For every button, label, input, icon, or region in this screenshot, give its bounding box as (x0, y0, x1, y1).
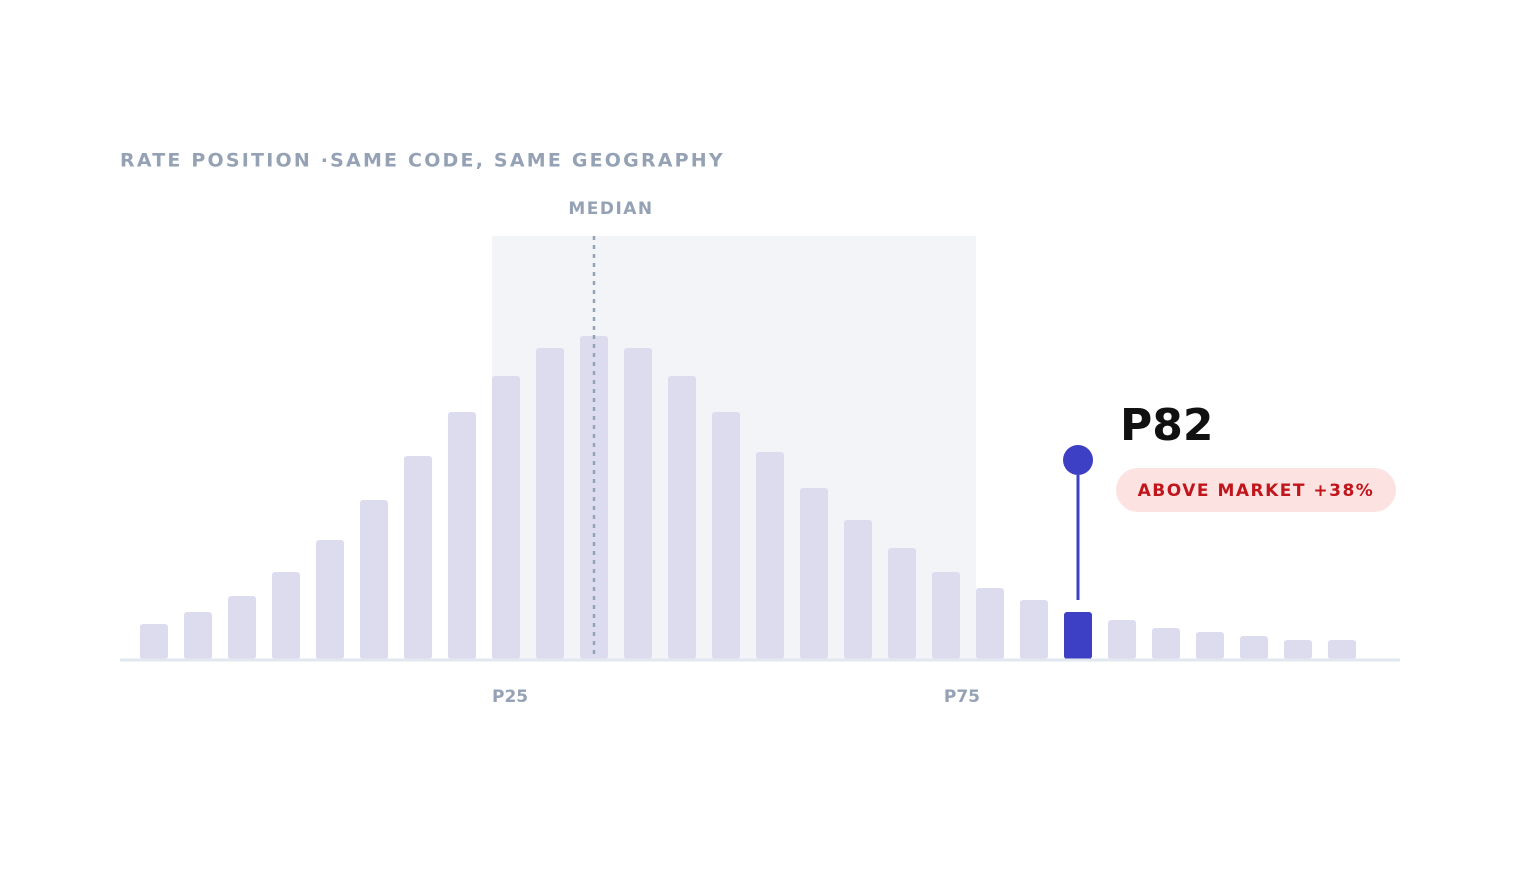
bar (1196, 632, 1224, 659)
bar (448, 412, 476, 659)
chart-title: RATE POSITION ·SAME CODE, SAME GEOGRAPHY (120, 150, 725, 172)
median-label: MEDIAN (568, 199, 653, 219)
bar (844, 520, 872, 659)
bar (536, 348, 564, 659)
bar (800, 488, 828, 659)
p75-label: P75 (944, 687, 980, 707)
bar (492, 376, 520, 659)
bar (404, 456, 432, 659)
bar (316, 540, 344, 659)
percentile-label: P82 (1120, 400, 1213, 451)
bar (272, 572, 300, 659)
highlight-bar (1064, 612, 1092, 659)
bar (140, 624, 168, 659)
bar (668, 376, 696, 659)
bar (184, 612, 212, 659)
bar (932, 572, 960, 659)
badge (1116, 468, 1396, 512)
bar (712, 412, 740, 659)
bar (1240, 636, 1268, 659)
badge-text: ABOVE MARKET +38% (1138, 481, 1375, 501)
bar (756, 452, 784, 659)
bar (888, 548, 916, 659)
bar (360, 500, 388, 659)
p25-label: P25 (492, 687, 528, 707)
bar (976, 588, 1004, 659)
bar (228, 596, 256, 659)
bar (1152, 628, 1180, 659)
bar (1328, 640, 1356, 659)
bar (1284, 640, 1312, 659)
marker-dot (1063, 445, 1093, 475)
bar (624, 348, 652, 659)
bar (1020, 600, 1048, 659)
bar (1108, 620, 1136, 659)
